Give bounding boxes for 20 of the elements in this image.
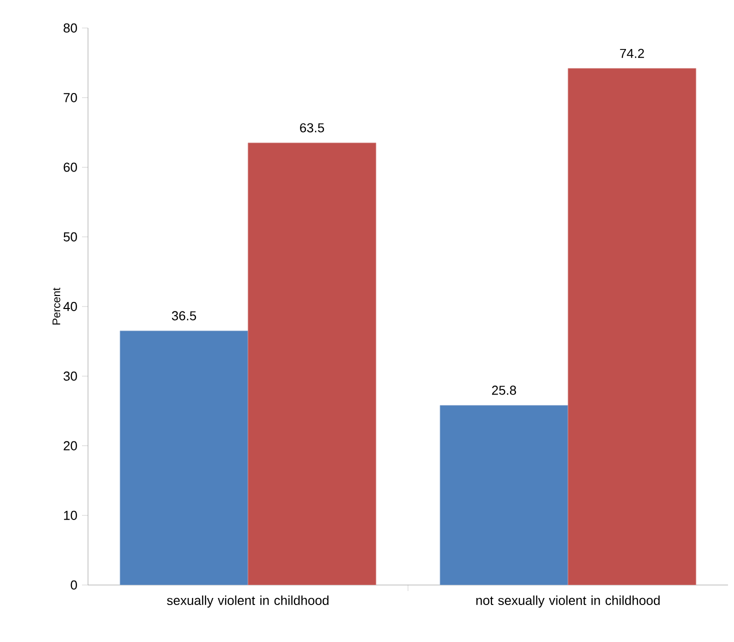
data-label: 25.8 [492,386,516,395]
y-axis-title: Percent [52,288,60,324]
data-label: 36.5 [172,311,196,320]
bar [440,405,568,585]
y-tick-label: 50 [64,232,77,242]
bar [568,68,696,585]
y-tick-label: 20 [64,441,77,450]
y-tick-label: 30 [64,372,77,381]
y-tick-label: 10 [64,510,77,520]
y-tick-label: 40 [63,302,77,312]
y-tick-label: 60 [64,162,77,172]
y-tick-label: 80 [64,23,77,33]
data-label: 74.2 [620,48,644,58]
y-tick-label: 70 [64,93,77,102]
data-label: 63.5 [300,123,324,132]
x-tick-label: not sexually violent in childhood [476,596,660,608]
x-tick-label: sexually violent in childhood [167,596,328,608]
y-tick-label: 0 [70,580,77,590]
bar [248,142,376,585]
bar [120,330,248,585]
